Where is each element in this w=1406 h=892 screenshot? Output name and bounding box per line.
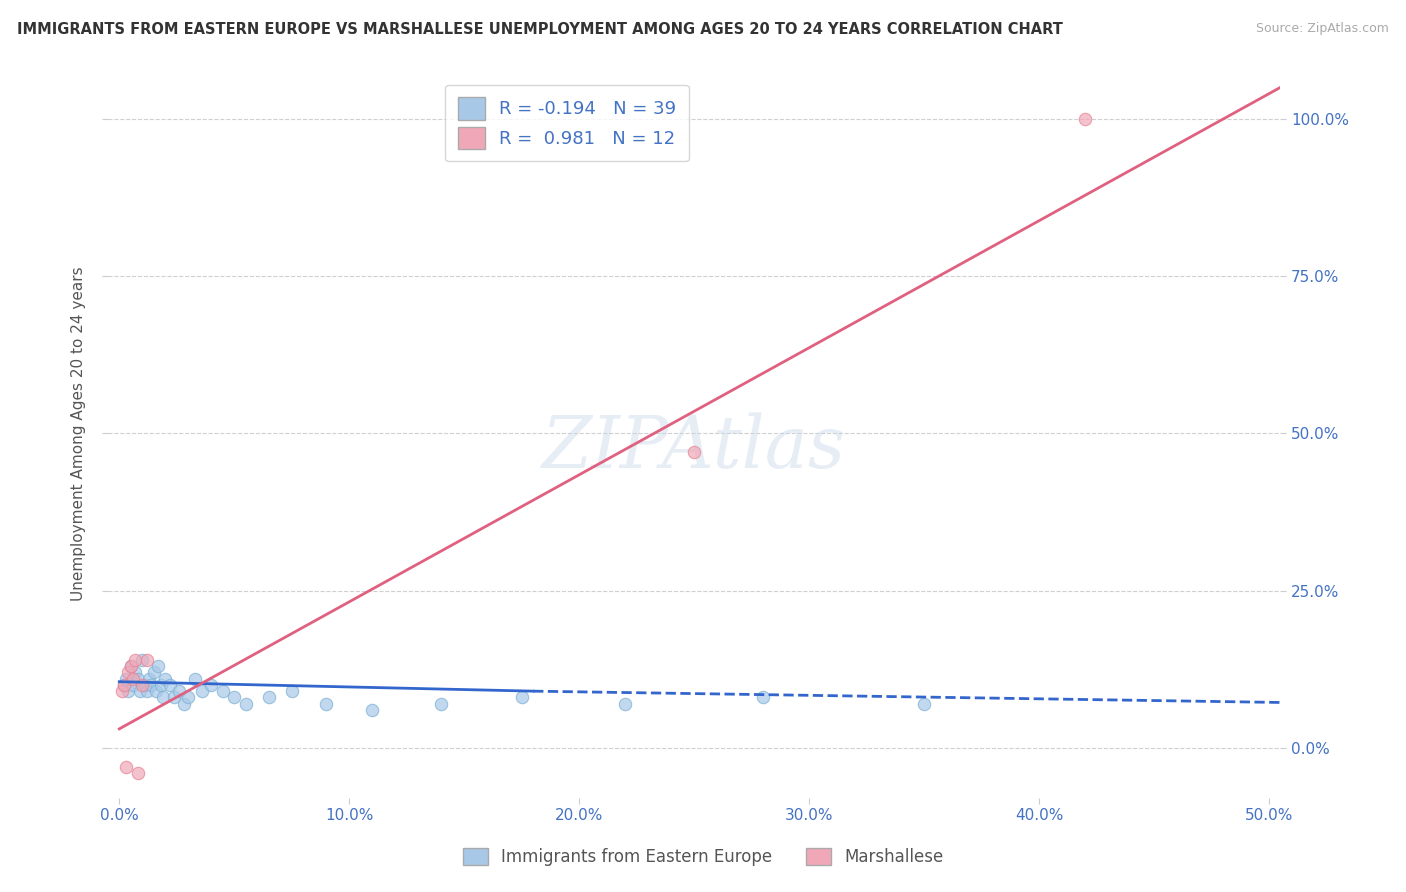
Point	[235, 697, 257, 711]
Text: Source: ZipAtlas.com: Source: ZipAtlas.com	[1256, 22, 1389, 36]
Legend: R = -0.194   N = 39, R =  0.981   N = 12: R = -0.194 N = 39, R = 0.981 N = 12	[446, 85, 689, 161]
Point	[145, 684, 167, 698]
Point	[152, 690, 174, 705]
Point	[148, 659, 170, 673]
Point	[1074, 112, 1097, 126]
Point	[135, 684, 157, 698]
Point	[614, 697, 637, 711]
Point	[257, 690, 280, 705]
Point	[159, 678, 181, 692]
Point	[134, 678, 156, 692]
Point	[163, 690, 186, 705]
Point	[173, 697, 195, 711]
Point	[149, 678, 172, 692]
Point	[155, 672, 177, 686]
Point	[122, 678, 145, 692]
Point	[224, 690, 246, 705]
Point	[184, 672, 207, 686]
Point	[124, 653, 146, 667]
Point	[117, 684, 139, 698]
Point	[112, 678, 135, 692]
Point	[200, 678, 222, 692]
Point	[912, 697, 935, 711]
Point	[752, 690, 775, 705]
Point	[141, 678, 163, 692]
Point	[191, 684, 214, 698]
Legend: Immigrants from Eastern Europe, Marshallese: Immigrants from Eastern Europe, Marshall…	[456, 841, 950, 873]
Point	[122, 672, 145, 686]
Text: ZIPAtlas: ZIPAtlas	[543, 413, 846, 483]
Point	[138, 672, 160, 686]
Y-axis label: Unemployment Among Ages 20 to 24 years: Unemployment Among Ages 20 to 24 years	[72, 266, 86, 600]
Point	[211, 684, 233, 698]
Point	[127, 672, 149, 686]
Point	[115, 672, 138, 686]
Text: IMMIGRANTS FROM EASTERN EUROPE VS MARSHALLESE UNEMPLOYMENT AMONG AGES 20 TO 24 Y: IMMIGRANTS FROM EASTERN EUROPE VS MARSHA…	[17, 22, 1063, 37]
Point	[129, 684, 152, 698]
Point	[115, 759, 138, 773]
Point	[120, 659, 142, 673]
Point	[167, 684, 190, 698]
Point	[127, 765, 149, 780]
Point	[120, 659, 142, 673]
Point	[135, 653, 157, 667]
Point	[131, 678, 153, 692]
Point	[112, 678, 135, 692]
Point	[131, 653, 153, 667]
Point	[510, 690, 533, 705]
Point	[430, 697, 453, 711]
Point	[361, 703, 384, 717]
Point	[177, 690, 200, 705]
Point	[142, 665, 165, 680]
Point	[117, 665, 139, 680]
Point	[110, 684, 132, 698]
Point	[683, 445, 706, 459]
Point	[280, 684, 302, 698]
Point	[124, 665, 146, 680]
Point	[315, 697, 337, 711]
